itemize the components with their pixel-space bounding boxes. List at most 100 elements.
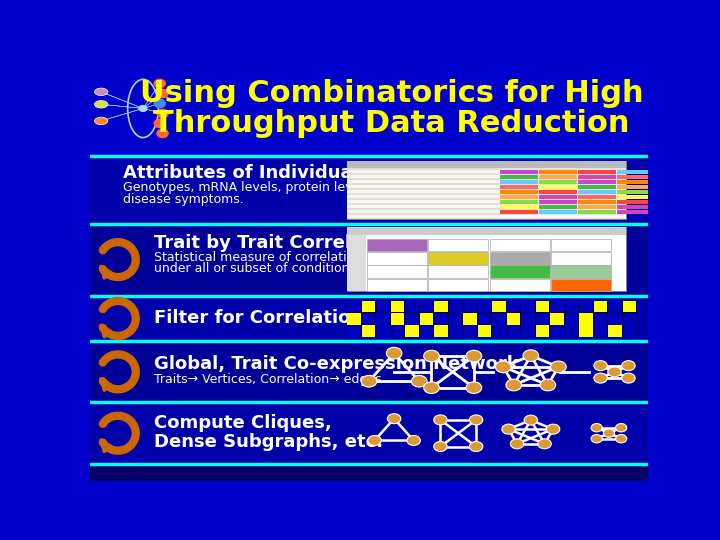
Circle shape <box>591 435 602 443</box>
Bar <box>347 301 361 312</box>
Bar <box>623 301 636 312</box>
Bar <box>594 326 607 337</box>
Bar <box>608 301 622 312</box>
Bar <box>478 313 491 325</box>
Bar <box>347 161 626 219</box>
Circle shape <box>591 423 602 432</box>
Bar <box>539 210 577 214</box>
Bar <box>361 326 375 337</box>
Bar <box>507 313 521 325</box>
Bar <box>500 195 538 199</box>
Bar <box>578 205 616 210</box>
Bar <box>539 200 577 205</box>
Circle shape <box>433 415 447 425</box>
Bar <box>617 174 655 179</box>
Bar <box>617 190 655 194</box>
Bar <box>478 326 491 337</box>
Bar <box>594 313 607 325</box>
Bar <box>565 301 578 312</box>
Bar <box>578 195 616 199</box>
Circle shape <box>361 375 377 387</box>
Bar <box>347 168 500 219</box>
Bar <box>617 170 655 174</box>
Bar <box>405 301 418 312</box>
Bar <box>657 210 691 214</box>
Bar <box>366 239 427 251</box>
Circle shape <box>139 105 147 111</box>
Circle shape <box>616 423 627 432</box>
Bar <box>578 200 616 205</box>
Bar <box>551 279 611 291</box>
Text: Traits→ Vertices, Correlation→ edges: Traits→ Vertices, Correlation→ edges <box>154 373 382 386</box>
Bar <box>550 313 564 325</box>
Bar <box>580 313 593 325</box>
Bar <box>536 301 549 312</box>
Circle shape <box>368 435 382 445</box>
Circle shape <box>594 373 607 383</box>
Bar <box>463 326 477 337</box>
Bar <box>347 326 361 337</box>
Bar <box>347 235 366 292</box>
Bar <box>565 326 578 337</box>
Bar <box>90 402 648 464</box>
Bar <box>608 326 622 337</box>
Circle shape <box>540 379 556 391</box>
Bar <box>521 313 535 325</box>
Bar <box>617 185 655 190</box>
Bar <box>551 252 611 265</box>
Bar <box>490 239 550 251</box>
Circle shape <box>594 361 607 370</box>
Bar <box>490 279 550 291</box>
Bar <box>449 326 462 337</box>
Circle shape <box>466 350 482 362</box>
Bar <box>90 156 648 224</box>
Bar <box>366 252 427 265</box>
Bar <box>551 239 611 251</box>
Circle shape <box>506 379 521 391</box>
Bar <box>617 210 655 214</box>
Circle shape <box>469 442 483 451</box>
Bar <box>420 301 433 312</box>
Circle shape <box>495 361 511 373</box>
Bar <box>377 326 390 337</box>
Bar <box>377 301 390 312</box>
Circle shape <box>466 382 482 394</box>
Text: Compute Cliques,: Compute Cliques, <box>154 414 332 432</box>
Circle shape <box>154 119 166 127</box>
Bar <box>617 195 655 199</box>
Bar <box>578 180 616 185</box>
Circle shape <box>154 79 166 87</box>
Bar <box>449 313 462 325</box>
Circle shape <box>387 414 401 424</box>
Bar <box>463 313 477 325</box>
Ellipse shape <box>94 117 108 125</box>
Bar <box>500 170 538 174</box>
Bar <box>657 180 691 185</box>
Bar <box>449 301 462 312</box>
Circle shape <box>154 99 166 107</box>
Bar <box>500 180 538 185</box>
Bar <box>366 279 427 291</box>
Bar <box>361 301 375 312</box>
Bar <box>594 301 607 312</box>
Bar <box>500 174 538 179</box>
Circle shape <box>603 429 615 437</box>
Circle shape <box>616 435 627 443</box>
Ellipse shape <box>94 88 108 96</box>
Bar <box>617 205 655 210</box>
Bar <box>434 313 448 325</box>
Bar <box>623 313 636 325</box>
Bar <box>539 174 577 179</box>
Bar <box>366 265 427 278</box>
Bar <box>657 190 691 194</box>
Text: Using Combinatorics for High: Using Combinatorics for High <box>140 79 643 109</box>
Bar <box>361 313 375 325</box>
Bar <box>580 326 593 337</box>
Circle shape <box>407 435 420 445</box>
Bar <box>420 313 433 325</box>
Bar <box>617 180 655 185</box>
Bar <box>391 313 404 325</box>
Circle shape <box>502 424 516 434</box>
Bar <box>405 313 418 325</box>
Bar <box>377 313 390 325</box>
